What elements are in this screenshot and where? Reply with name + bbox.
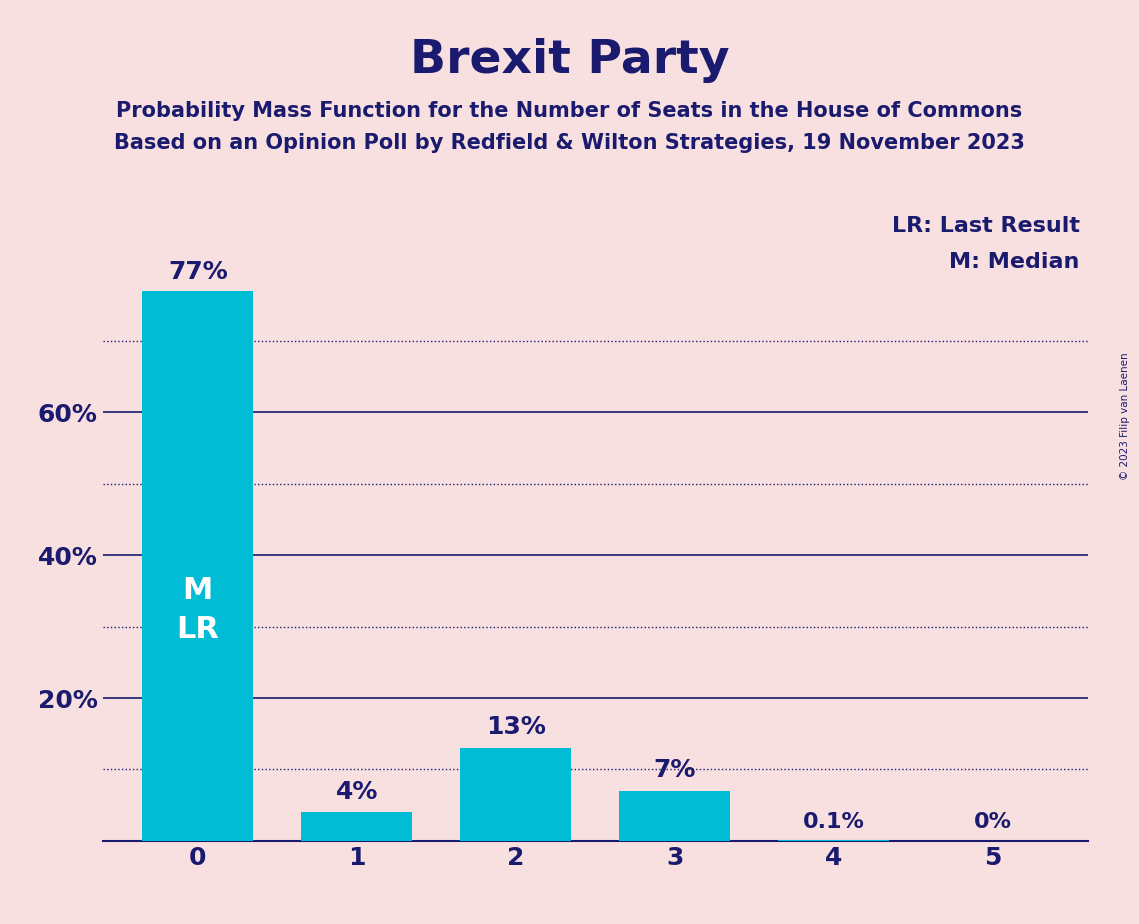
Bar (301, 812, 412, 841)
Text: 4%: 4% (336, 780, 378, 804)
Text: 77%: 77% (167, 260, 228, 284)
Text: Probability Mass Function for the Number of Seats in the House of Commons: Probability Mass Function for the Number… (116, 101, 1023, 121)
Text: 0.1%: 0.1% (803, 811, 865, 832)
Text: 7%: 7% (654, 759, 696, 783)
Text: Based on an Opinion Poll by Redfield & Wilton Strategies, 19 November 2023: Based on an Opinion Poll by Redfield & W… (114, 133, 1025, 153)
Text: 0%: 0% (974, 812, 1011, 833)
Text: © 2023 Filip van Laenen: © 2023 Filip van Laenen (1121, 352, 1130, 480)
Bar (618, 791, 730, 841)
Text: M
LR: M LR (177, 577, 220, 643)
Bar (142, 291, 254, 841)
Text: M: Median: M: Median (950, 251, 1080, 272)
Text: 13%: 13% (485, 715, 546, 739)
Bar (460, 748, 572, 841)
Text: LR: Last Result: LR: Last Result (892, 216, 1080, 237)
Text: Brexit Party: Brexit Party (410, 38, 729, 82)
